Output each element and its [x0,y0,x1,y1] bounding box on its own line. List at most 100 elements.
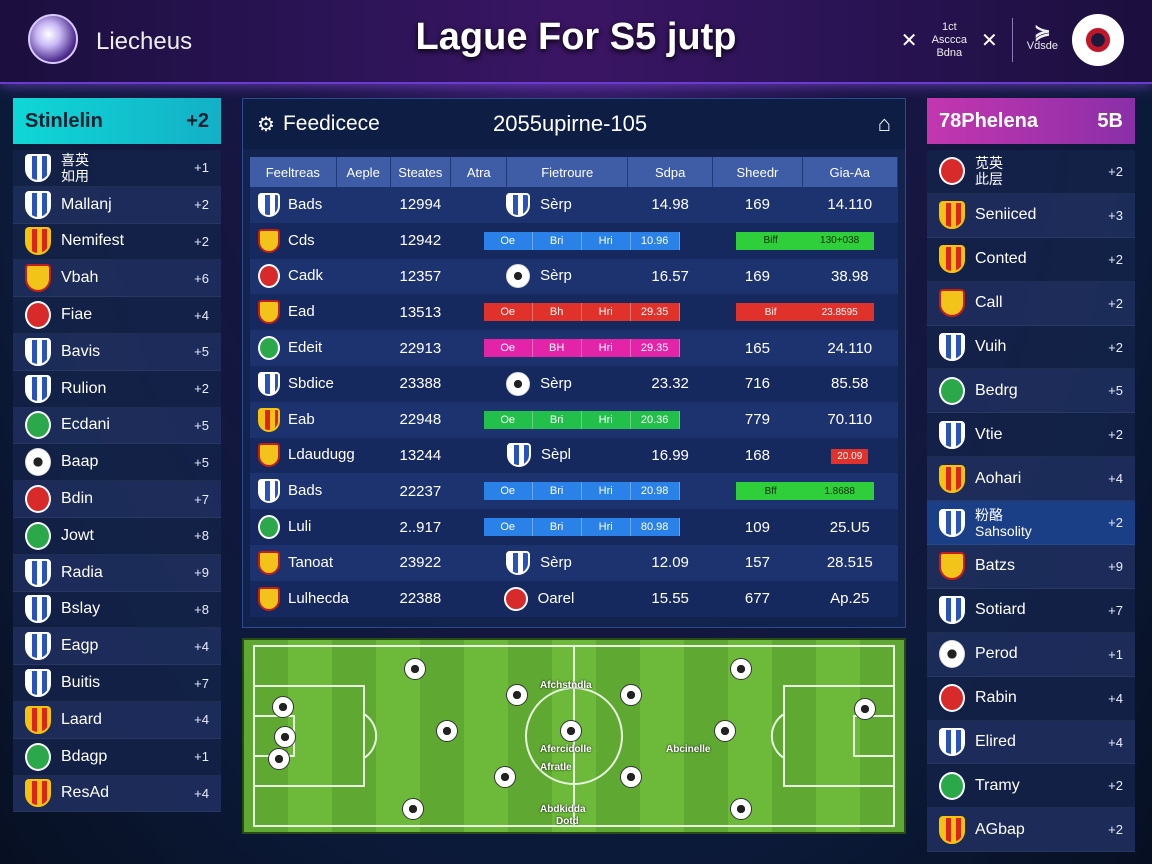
team-crest-icon [939,464,965,493]
ball-icon [854,698,876,720]
table-row[interactable]: Sbdice 23388 Sèrp 23.32 716 85.58 [250,365,898,402]
team-points: +1 [1108,646,1123,662]
column-header[interactable]: Sheedr [712,157,803,187]
ball-icon [274,726,296,748]
standings-row[interactable]: Bslay +8 [13,591,221,629]
table-row[interactable]: Cds 12942 Oe Bri Hri 10.96 Biff 130+038 [250,222,898,259]
column-header[interactable]: Atra [450,157,508,187]
ball-icon [730,798,752,820]
bar-label: Bri [533,231,582,250]
standings-row[interactable]: Bdagp +1 [13,738,221,776]
team-name: Conted [975,250,1027,268]
column-header[interactable]: Sdpa [627,157,714,187]
table-row[interactable]: Bads 12994 Sèrp 14.98 169 14.110 [250,187,898,223]
table-row[interactable]: Lulhecda 22388 Oarel 15.55 677 Ap.25 [250,580,898,617]
right-panel-header[interactable]: 78Phelena 5B [927,98,1135,144]
stat-cell: 168 [712,437,803,474]
standings-row[interactable]: Radia +9 [13,554,221,592]
stat-bar-cell: Oe Bh Hri 29.35 [450,294,713,331]
column-header[interactable]: Steates [390,157,452,187]
table-row[interactable]: Ead 13513 Oe Bh Hri 29.35 Bif 23.8595 [250,294,898,331]
bar-label: Bri [533,482,582,501]
close-icon[interactable]: ✕ [981,29,998,52]
team-name: Vtie [975,425,1003,443]
standings-row[interactable]: Buitis +7 [13,665,221,702]
standings-row[interactable]: Call +2 [927,281,1135,326]
score-cell: 22913 [390,330,451,366]
team-name: Aohari [975,469,1022,487]
standings-row[interactable]: Elired +4 [927,720,1135,765]
ball-icon [436,720,458,742]
standings-row[interactable]: Ecdani +5 [13,407,221,445]
gear-icon[interactable]: ⚙ [257,113,275,136]
standings-row[interactable]: Fiae +4 [13,297,221,334]
league-logo-icon[interactable] [28,14,78,64]
team-name: Cadk [288,267,324,285]
standings-row[interactable]: Bdin +7 [13,481,221,518]
column-header[interactable]: Gia-Aa [802,157,899,187]
brand-block[interactable]: ≽ Vdsde [1027,23,1058,53]
standings-row[interactable]: Nemifest +2 [13,223,221,261]
standings-row[interactable]: Baap +5 [13,444,221,482]
standings-row[interactable]: Rabin +4 [927,676,1135,721]
stat-cell: Ap.25 [802,580,898,617]
opponent-cell: Sèpl [450,437,628,474]
column-header[interactable]: Fietroure [506,157,628,187]
table-row[interactable]: Ldaudugg 13244 Sèpl 16.99 168 20.09 [250,437,898,474]
standings-row[interactable]: 苋英 此层 +2 [927,150,1135,194]
bar-label: 10.96 [631,231,680,250]
standings-row[interactable]: Vuih +2 [927,325,1135,370]
row-left: Nemifest [25,227,124,256]
standings-row[interactable]: ResAd +4 [13,775,221,813]
standings-row[interactable]: Perod +1 [927,632,1135,677]
standings-row[interactable]: Batzs +9 [927,545,1135,589]
team-crest-icon [939,420,965,449]
standings-row[interactable]: Bavis +5 [13,333,221,371]
table-row[interactable]: Cadk 12357 Sèrp 16.57 169 38.98 [250,258,898,295]
bar-label: Hri [582,303,631,322]
standings-row[interactable]: Conted +2 [927,237,1135,282]
row-left: Ecdani [25,411,110,440]
left-panel-header[interactable]: Stinlelin +2 [13,98,221,144]
stat-bar-cell: Oe Bri Hri 20.98 [450,473,713,510]
standings-row[interactable]: Jowt +8 [13,517,221,555]
team-crest-icon [25,558,51,587]
standings-row[interactable]: Mallanj +2 [13,186,221,224]
standings-row[interactable]: Rulion +2 [13,370,221,408]
standings-row[interactable]: Seniiced +3 [927,193,1135,238]
standings-row[interactable]: 喜英 如用 +1 [13,150,221,187]
standings-row[interactable]: 粉酪 Sahsolity +2 [927,501,1135,546]
standings-row[interactable]: Vtie +2 [927,413,1135,458]
standings-row[interactable]: Bedrg +5 [927,369,1135,414]
table-row[interactable]: Edeit 22913 Oe BH Hri 29.35 165 24.110 [250,330,898,366]
ball-icon [714,720,736,742]
standings-row[interactable]: Aohari +4 [927,457,1135,502]
stat-cell: 169 [712,258,803,295]
standings-row[interactable]: Vbah +6 [13,260,221,298]
row-left: Bslay [25,595,101,624]
team-name: Bslay [61,600,101,618]
team-name: Eagp [61,637,99,655]
home-icon[interactable]: ⌂ [877,111,891,136]
standings-row[interactable]: AGbap +2 [927,808,1135,853]
stat-cell: 20.09 [802,437,898,474]
fixtures-date: 2055upirne-105 [493,111,648,136]
column-header[interactable]: Aeple [336,157,391,187]
team-name: Cds [288,231,315,249]
bar-label: Bif [764,306,777,318]
pitch-view[interactable]: Afchstndla Afercidolle Afratle Abcinelle… [242,638,906,834]
table-row[interactable]: Bads 22237 Oe Bri Hri 20.98 Bff 1.8688 [250,473,898,510]
standings-row[interactable]: Eagp +4 [13,628,221,666]
standings-row[interactable]: Sotiard +7 [927,588,1135,633]
standings-row[interactable]: Laard +4 [13,701,221,739]
close-icon[interactable]: ✕ [900,29,918,52]
team-name: Call [975,294,1003,312]
column-header[interactable]: Feeltreas [250,157,337,187]
ball-logo-icon[interactable] [1072,14,1124,66]
table-row[interactable]: Eab 22948 Oe Bri Hri 20.36 779 70.110 [250,401,898,438]
table-row[interactable]: Tanoat 23922 Sèrp 12.09 157 28.515 [250,544,898,581]
team-cell: Lulhecda [250,580,391,617]
table-row[interactable]: Luli 2..917 Oe Bri Hri 80.98 109 25.U5 [250,509,898,545]
team-crest-icon [25,301,51,330]
standings-row[interactable]: Tramy +2 [927,764,1135,809]
